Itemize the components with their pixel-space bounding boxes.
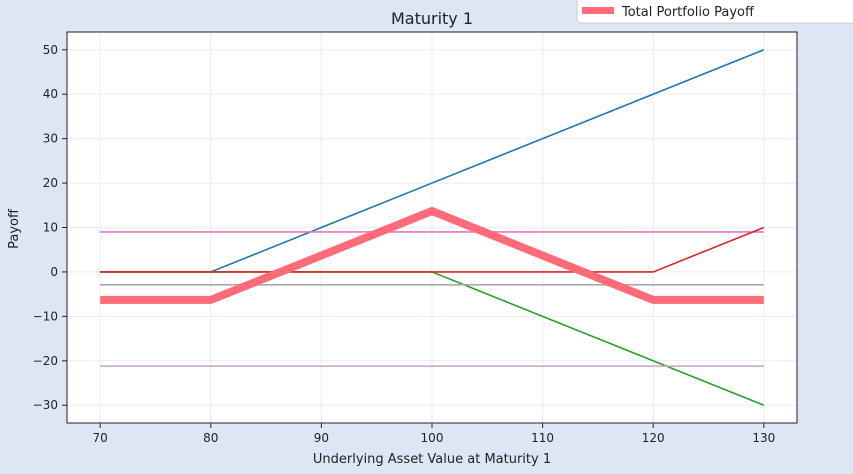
x-tick-label: 80: [203, 431, 218, 445]
legend-box: [576, 0, 853, 24]
x-tick-label: 110: [531, 431, 554, 445]
series-line-total-portfolio-payoff: [100, 206, 764, 304]
x-tick-label: 130: [752, 431, 775, 445]
x-tick-label: 100: [421, 431, 444, 445]
y-tick-label: −10: [33, 309, 58, 323]
x-tick-label: 120: [642, 431, 665, 445]
chart-title: Maturity 1: [391, 9, 473, 28]
legend: Total Portfolio Payoff: [576, 0, 853, 24]
y-axis-label: Payoff: [7, 208, 22, 249]
x-tick-label: 90: [314, 431, 329, 445]
x-tick-label: 70: [93, 431, 108, 445]
y-tick-label: 30: [43, 132, 58, 146]
x-axis-label: Underlying Asset Value at Maturity 1: [313, 452, 551, 467]
y-tick-label: 20: [43, 176, 58, 190]
series-group: [100, 49, 765, 406]
y-axis: −30 −20 −10 0 10 20 30 40 50: [33, 43, 67, 412]
y-tick-label: −20: [33, 354, 58, 368]
y-tick-label: 10: [43, 221, 58, 235]
y-tick-label: 50: [43, 43, 58, 57]
x-axis: 70 80 90 100 110 120 130: [93, 423, 775, 445]
y-tick-label: −30: [33, 398, 58, 412]
legend-label: Total Portfolio Payoff: [621, 5, 755, 20]
y-tick-label: 0: [50, 265, 58, 279]
y-tick-label: 40: [43, 87, 58, 101]
